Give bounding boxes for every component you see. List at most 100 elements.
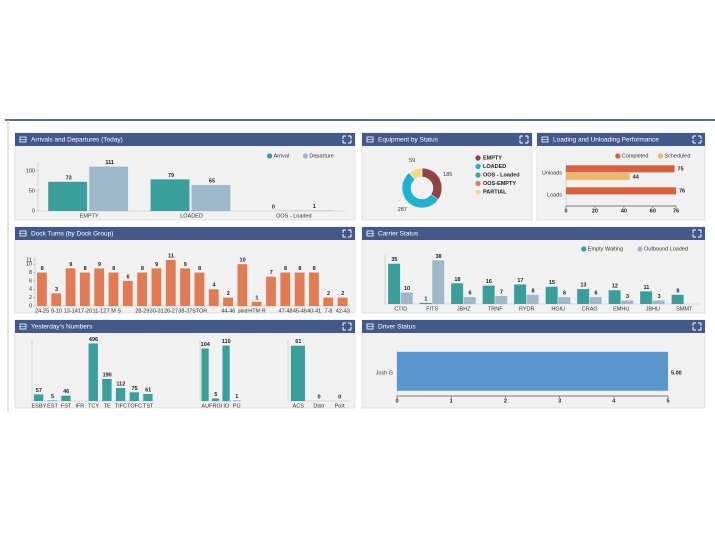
value-label: 10	[404, 286, 410, 292]
x-tick-label: ACS	[293, 403, 305, 409]
x-tick-label: IFR	[75, 403, 84, 409]
x-tick-label: 11-12	[93, 308, 107, 314]
expand-icon	[692, 135, 702, 144]
bar	[180, 268, 190, 306]
x-tick-label: TIFC	[115, 403, 127, 409]
value-label: 35	[391, 257, 397, 263]
x-tick-label: T M S	[106, 308, 121, 314]
bar	[191, 185, 231, 211]
legend-label: PARTIAL	[483, 189, 507, 195]
x-tick-label: 26-27	[164, 308, 178, 314]
value-label: 3	[55, 287, 58, 293]
bar	[211, 398, 220, 401]
x-tick-label: 20	[592, 208, 598, 214]
x-tick-label: 3	[558, 398, 561, 404]
x-tick-label: 38-37	[178, 308, 192, 314]
bar	[232, 400, 241, 401]
legend-swatch	[475, 155, 481, 161]
bar	[397, 351, 668, 391]
x-tick-label: 5	[666, 398, 669, 404]
bar	[495, 295, 508, 304]
y-tick-label: 0	[29, 303, 32, 309]
value-label: 0	[338, 394, 341, 400]
bar	[79, 272, 90, 306]
value-label: 6	[595, 291, 598, 297]
x-tick-label: 7-8	[325, 308, 333, 314]
bar	[194, 272, 205, 306]
x-tick-label: TST	[143, 403, 154, 409]
value-label: 7	[270, 270, 273, 276]
x-tick-label: TCY	[88, 403, 99, 409]
x-tick-label: 60	[650, 208, 656, 214]
value-label: 11	[644, 285, 650, 291]
x-tick-label: FST	[61, 403, 72, 409]
value-label: 8	[112, 266, 115, 272]
bar	[165, 260, 176, 306]
value-label: 57	[36, 388, 42, 394]
y-tick-label: 10	[26, 262, 32, 268]
x-tick-label: HTM R	[248, 308, 265, 314]
value-label: 111	[105, 160, 114, 166]
legend-swatch	[267, 153, 273, 159]
value-label: 8	[532, 288, 535, 294]
x-tick-label: OOS - Loaded	[276, 213, 311, 219]
expand-icon	[692, 322, 702, 331]
panel-title: Dock Turns (by Dock Group)	[31, 231, 113, 238]
bar	[577, 289, 590, 304]
value-label: 496	[89, 337, 98, 343]
panel-header	[362, 320, 705, 333]
value-label: 8	[313, 266, 316, 272]
y-tick-label: 0	[32, 208, 35, 214]
legend-swatch	[475, 172, 481, 178]
bar	[280, 272, 291, 306]
bar	[671, 294, 684, 304]
bar	[115, 388, 126, 401]
x-tick-label: AU	[201, 403, 209, 409]
legend-swatch	[637, 246, 643, 252]
value-label: 76	[679, 189, 685, 195]
bar	[208, 289, 219, 306]
value-label: 16	[486, 279, 492, 285]
bar	[223, 297, 233, 306]
value-label: 112	[116, 381, 125, 387]
panel-title: Driver Status	[378, 324, 416, 331]
legend-label: Completed	[622, 153, 649, 159]
value-label: 46	[63, 389, 69, 395]
bar	[652, 300, 665, 304]
legend-label: EMPTY	[483, 155, 502, 161]
value-label: 1	[255, 295, 258, 301]
bar	[566, 187, 676, 195]
y-tick-label: 50	[29, 188, 35, 194]
expand-icon	[342, 322, 352, 331]
x-tick-label: ESBY	[31, 403, 46, 409]
bar	[88, 343, 98, 401]
value-label: 8	[141, 266, 144, 272]
bar	[294, 272, 305, 306]
x-tick-label: 47-48	[279, 308, 293, 314]
x-tick-label: HGIU	[551, 306, 565, 312]
expand-icon	[342, 229, 352, 238]
x-tick-label: 1	[450, 398, 453, 404]
bar	[566, 173, 630, 181]
value-label: 73	[66, 175, 72, 181]
bar	[33, 394, 44, 401]
x-tick-label: JBHU	[646, 306, 660, 312]
value-label: 12	[612, 284, 618, 290]
x-tick-label: EMPTY	[80, 213, 99, 219]
bar	[566, 165, 675, 173]
y-tick-label: 100	[26, 168, 35, 174]
value-label: 6	[127, 274, 130, 280]
panel-header	[537, 133, 705, 146]
bar	[589, 297, 602, 304]
value-label: 8	[298, 266, 301, 272]
x-tick-label: 76	[673, 208, 679, 214]
bar	[451, 283, 464, 304]
bar	[545, 286, 558, 304]
bar	[89, 166, 129, 211]
x-tick-label: 2	[504, 398, 507, 404]
x-tick-label: CTID	[394, 306, 407, 312]
value-label: 185	[443, 172, 452, 178]
bar	[61, 395, 71, 401]
bar	[608, 290, 621, 304]
value-label: 8	[41, 266, 44, 272]
